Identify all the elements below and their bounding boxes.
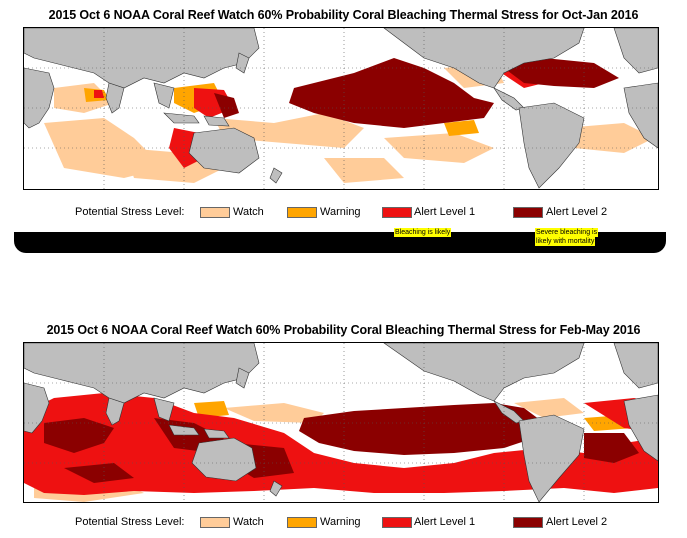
legend-row-2: Potential Stress Level: Watch Warning Al… (0, 515, 687, 531)
legend-watch: Watch (233, 206, 264, 218)
panel-1-title: 2015 Oct 6 NOAA Coral Reef Watch 60% Pro… (48, 8, 639, 22)
map-grid-2 (24, 343, 658, 502)
swatch-alert2 (513, 207, 543, 218)
note-bleaching-likely: Bleaching is likely (394, 228, 452, 237)
land-masses (24, 28, 658, 189)
legend-watch-2: Watch (233, 516, 264, 528)
legend-alert1: Alert Level 1 (414, 206, 476, 218)
swatch-alert1-2 (382, 517, 412, 528)
map-feb-may (23, 342, 659, 503)
map-oct-jan-svg (24, 28, 658, 189)
swatch-alert1 (382, 207, 412, 218)
legend-row-1: Potential Stress Level: Watch Warning Al… (0, 205, 687, 221)
swatch-alert2-2 (513, 517, 543, 528)
legend-warning-2: Warning (320, 516, 361, 528)
swatch-watch (200, 207, 230, 218)
map-grid (24, 28, 658, 189)
legend-warning: Warning (320, 206, 361, 218)
note-severe-line2: likely with mortality (535, 237, 596, 246)
black-bar (14, 232, 666, 253)
legend-alert2: Alert Level 2 (546, 206, 608, 218)
swatch-watch-2 (200, 517, 230, 528)
legend-alert2-2: Alert Level 2 (546, 516, 608, 528)
map-feb-may-svg (24, 343, 658, 502)
panel-2-title: 2015 Oct 6 NOAA Coral Reef Watch 60% Pro… (46, 323, 641, 337)
swatch-warning-2 (287, 517, 317, 528)
note-severe-line1: Severe bleaching is (535, 228, 599, 237)
alert2-zones (214, 58, 619, 128)
legend-label: Potential Stress Level: (75, 206, 185, 218)
legend-label-2: Potential Stress Level: (75, 516, 185, 528)
legend-alert1-2: Alert Level 1 (414, 516, 476, 528)
land-masses-2 (24, 343, 658, 502)
map-oct-jan (23, 27, 659, 190)
swatch-warning (287, 207, 317, 218)
